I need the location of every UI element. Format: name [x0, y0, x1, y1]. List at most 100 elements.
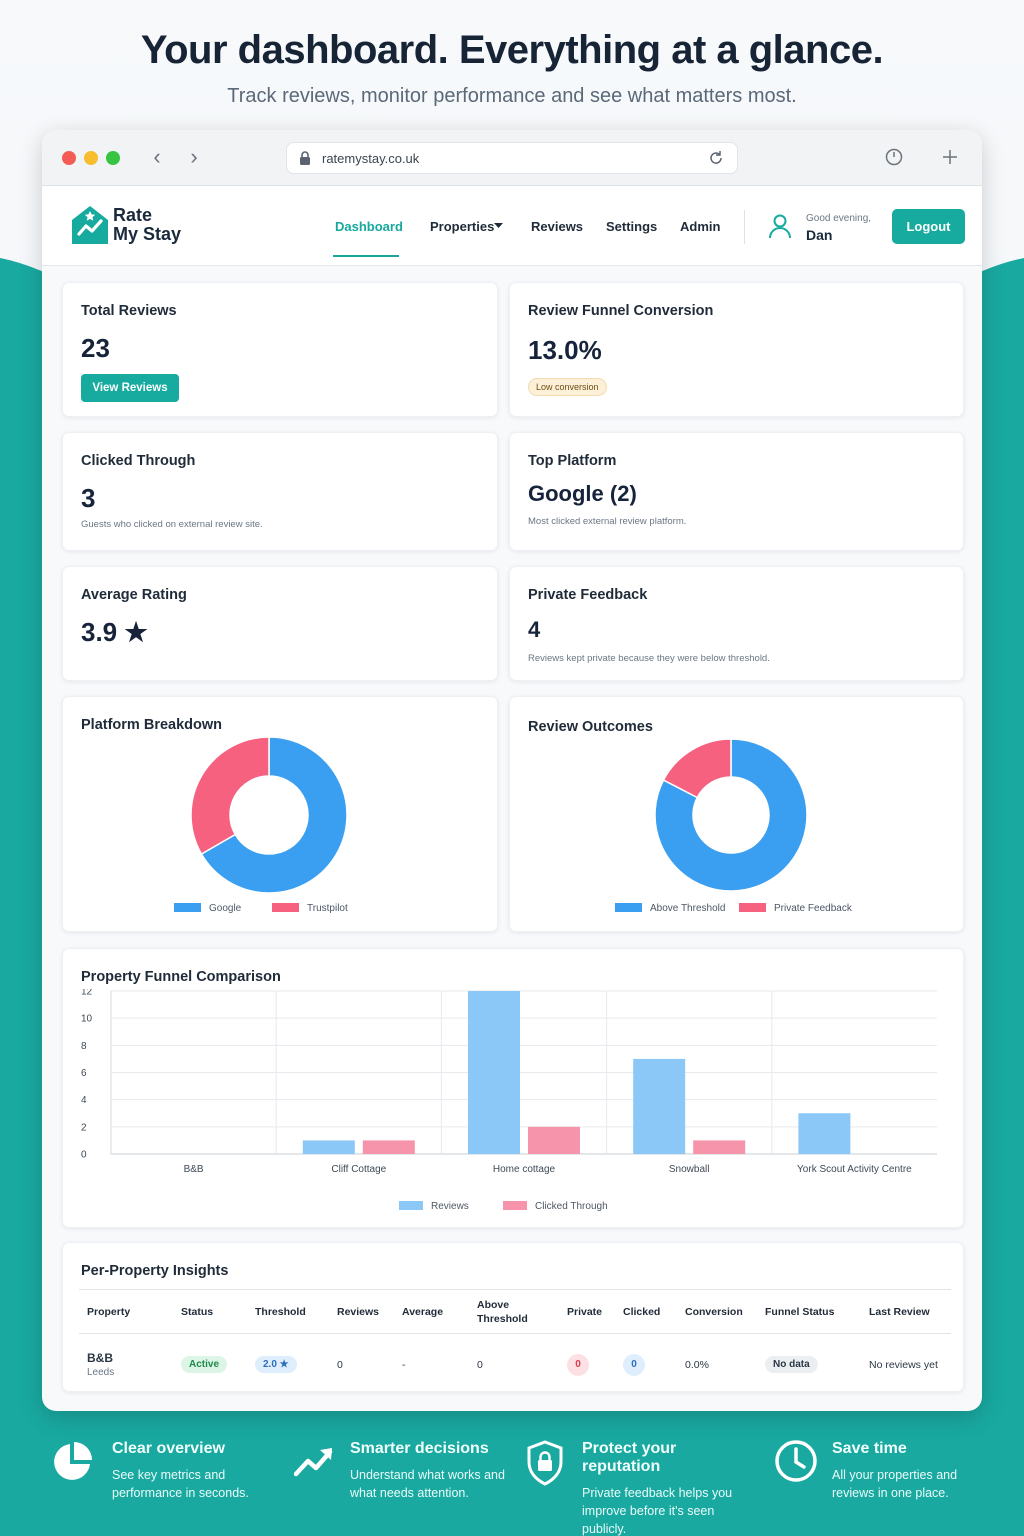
column-header: Average — [394, 1289, 469, 1334]
minimize-window-button[interactable] — [84, 151, 98, 165]
logo-line-1: Rate — [113, 205, 153, 225]
logout-button[interactable]: Logout — [892, 209, 965, 244]
hero-title: Your dashboard. Everything at a glance. — [140, 28, 884, 72]
card-value: Google (2) — [528, 481, 637, 506]
forward-arrow-icon[interactable]: › — [190, 144, 198, 169]
table-row[interactable]: B&B Leeds Active 2.0 ★ 0 - 0 0 0 0.0% No… — [79, 1334, 951, 1396]
column-header: Above Threshold — [469, 1289, 559, 1334]
legend-swatch — [272, 903, 299, 912]
donut-slice-google[interactable] — [200, 736, 348, 894]
legend-label: Reviews — [431, 1201, 469, 1212]
reviews-cell: 0 — [337, 1358, 343, 1371]
clicked-cell: 0 — [615, 1334, 677, 1396]
nav-properties[interactable]: Properties — [430, 219, 495, 234]
legend-private-feedback: Private Feedback — [739, 903, 852, 914]
feature-text: Private feedback helps you improve befor… — [582, 1486, 733, 1536]
pie-chart-icon — [54, 1442, 92, 1480]
x-tick-label: Cliff Cottage — [331, 1164, 386, 1175]
donut-slice-above-threshold[interactable] — [654, 738, 808, 892]
insights-table: Property Status Threshold Reviews Averag… — [79, 1289, 951, 1396]
last-review-cell: No reviews yet — [869, 1358, 938, 1371]
card-title: Total Reviews — [81, 303, 177, 319]
rate-my-stay-logo[interactable] — [70, 204, 110, 246]
legend-clicked-through: Clicked Through — [503, 1201, 608, 1212]
chevron-down-icon[interactable] — [494, 223, 503, 229]
bar-reviews[interactable] — [798, 1113, 851, 1154]
legend-label: Above Threshold — [650, 903, 726, 914]
property-funnel-card: Property Funnel Comparison 0 2 4 6 8 10 12 B&B C… — [62, 948, 964, 1228]
legend-swatch — [615, 903, 642, 912]
bar-reviews[interactable] — [302, 1140, 355, 1154]
maximize-window-button[interactable] — [106, 151, 120, 165]
column-header: Reviews — [329, 1289, 394, 1334]
x-tick-label: Snowball — [669, 1164, 710, 1175]
close-window-button[interactable] — [62, 151, 76, 165]
bar-clicked-through[interactable] — [362, 1140, 415, 1154]
card-title: Average Rating — [81, 587, 187, 603]
feature-save-time: Save time All your properties and review… — [832, 1440, 1002, 1502]
property-cell: B&B Leeds — [79, 1334, 173, 1396]
threshold-cell: 2.0 ★ — [247, 1334, 329, 1396]
card-value: 13.0% — [528, 335, 602, 365]
trend-up-icon — [294, 1448, 333, 1477]
column-header: Property — [79, 1289, 173, 1334]
reload-icon[interactable] — [707, 149, 725, 167]
nav-dashboard[interactable]: Dashboard — [335, 219, 403, 234]
legend-above-threshold: Above Threshold — [615, 903, 725, 914]
card-title: Review Funnel Conversion — [528, 303, 714, 319]
bar-clicked-through[interactable] — [693, 1140, 746, 1154]
bar-clicked-through[interactable] — [528, 1126, 580, 1154]
power-icon[interactable] — [884, 147, 904, 167]
feature-title: Smarter decisions — [350, 1440, 489, 1457]
conversion-cell: 0.0% — [685, 1358, 709, 1371]
y-tick-label: 2 — [81, 1122, 87, 1133]
funnel-status-cell: No data — [757, 1334, 861, 1396]
card-note: Guests who clicked on external review si… — [81, 519, 263, 530]
y-tick-label: 0 — [81, 1150, 87, 1161]
status-badge: Active — [181, 1356, 228, 1374]
table-header-row: Property Status Threshold Reviews Averag… — [79, 1289, 951, 1334]
nav-settings[interactable]: Settings — [606, 219, 658, 234]
chart-title: Review Outcomes — [528, 719, 653, 735]
donut-slice-private-feedback[interactable] — [662, 738, 732, 799]
column-header: Status — [173, 1289, 247, 1334]
column-header: Threshold — [247, 1289, 329, 1334]
card-title: Private Feedback — [528, 587, 648, 603]
y-tick-label: 6 — [81, 1068, 87, 1079]
private-cell: 0 — [559, 1334, 615, 1396]
column-header: Funnel Status — [757, 1289, 861, 1334]
feature-text: All your properties and reviews in one p… — [832, 1468, 958, 1500]
feature-title: Protect your reputation — [582, 1440, 677, 1475]
app-navbar: Rate My Stay Dashboard Properties Review… — [42, 186, 982, 266]
view-reviews-button[interactable]: View Reviews — [81, 374, 179, 402]
new-tab-icon[interactable] — [940, 147, 960, 167]
y-tick-label: 4 — [81, 1095, 87, 1106]
property-location: Leeds — [87, 1367, 115, 1379]
legend-label: Private Feedback — [774, 903, 852, 914]
feature-clear-overview: Clear overview See key metrics and perfo… — [112, 1440, 282, 1502]
hero-subtitle: Track reviews, monitor performance and s… — [227, 85, 797, 107]
above-threshold-cell: 0 — [477, 1358, 483, 1371]
property-name: B&B — [87, 1351, 113, 1366]
funnel-status-badge: No data — [765, 1356, 818, 1374]
browser-window: ‹ › ratemystay.co.uk Rate My Stay Dashbo… — [42, 130, 982, 1411]
card-value: 23 — [81, 333, 110, 363]
x-tick-label: Home cottage — [493, 1164, 556, 1175]
feature-text: Understand what works and what needs att… — [350, 1468, 505, 1500]
bar-reviews[interactable] — [468, 991, 520, 1154]
nav-admin[interactable]: Admin — [680, 219, 721, 234]
legend-label: Clicked Through — [535, 1201, 608, 1212]
address-bar[interactable]: ratemystay.co.uk — [286, 142, 738, 174]
browser-chrome: ‹ › ratemystay.co.uk — [42, 130, 982, 186]
active-nav-indicator — [333, 255, 399, 257]
column-header: Last Review — [861, 1289, 951, 1334]
platform-breakdown-card: Platform Breakdown Google Trustpilot — [62, 696, 498, 932]
bar-reviews[interactable] — [633, 1058, 686, 1154]
nav-reviews[interactable]: Reviews — [531, 219, 584, 234]
clicked-count-badge: 0 — [623, 1353, 645, 1376]
donut-slice-trustpilot[interactable] — [190, 736, 270, 856]
back-arrow-icon[interactable]: ‹ — [153, 144, 161, 169]
feature-smarter-decisions: Smarter decisions Understand what works … — [350, 1440, 520, 1502]
x-tick-label: B&B — [184, 1164, 204, 1175]
y-tick-label: 10 — [81, 1014, 93, 1025]
